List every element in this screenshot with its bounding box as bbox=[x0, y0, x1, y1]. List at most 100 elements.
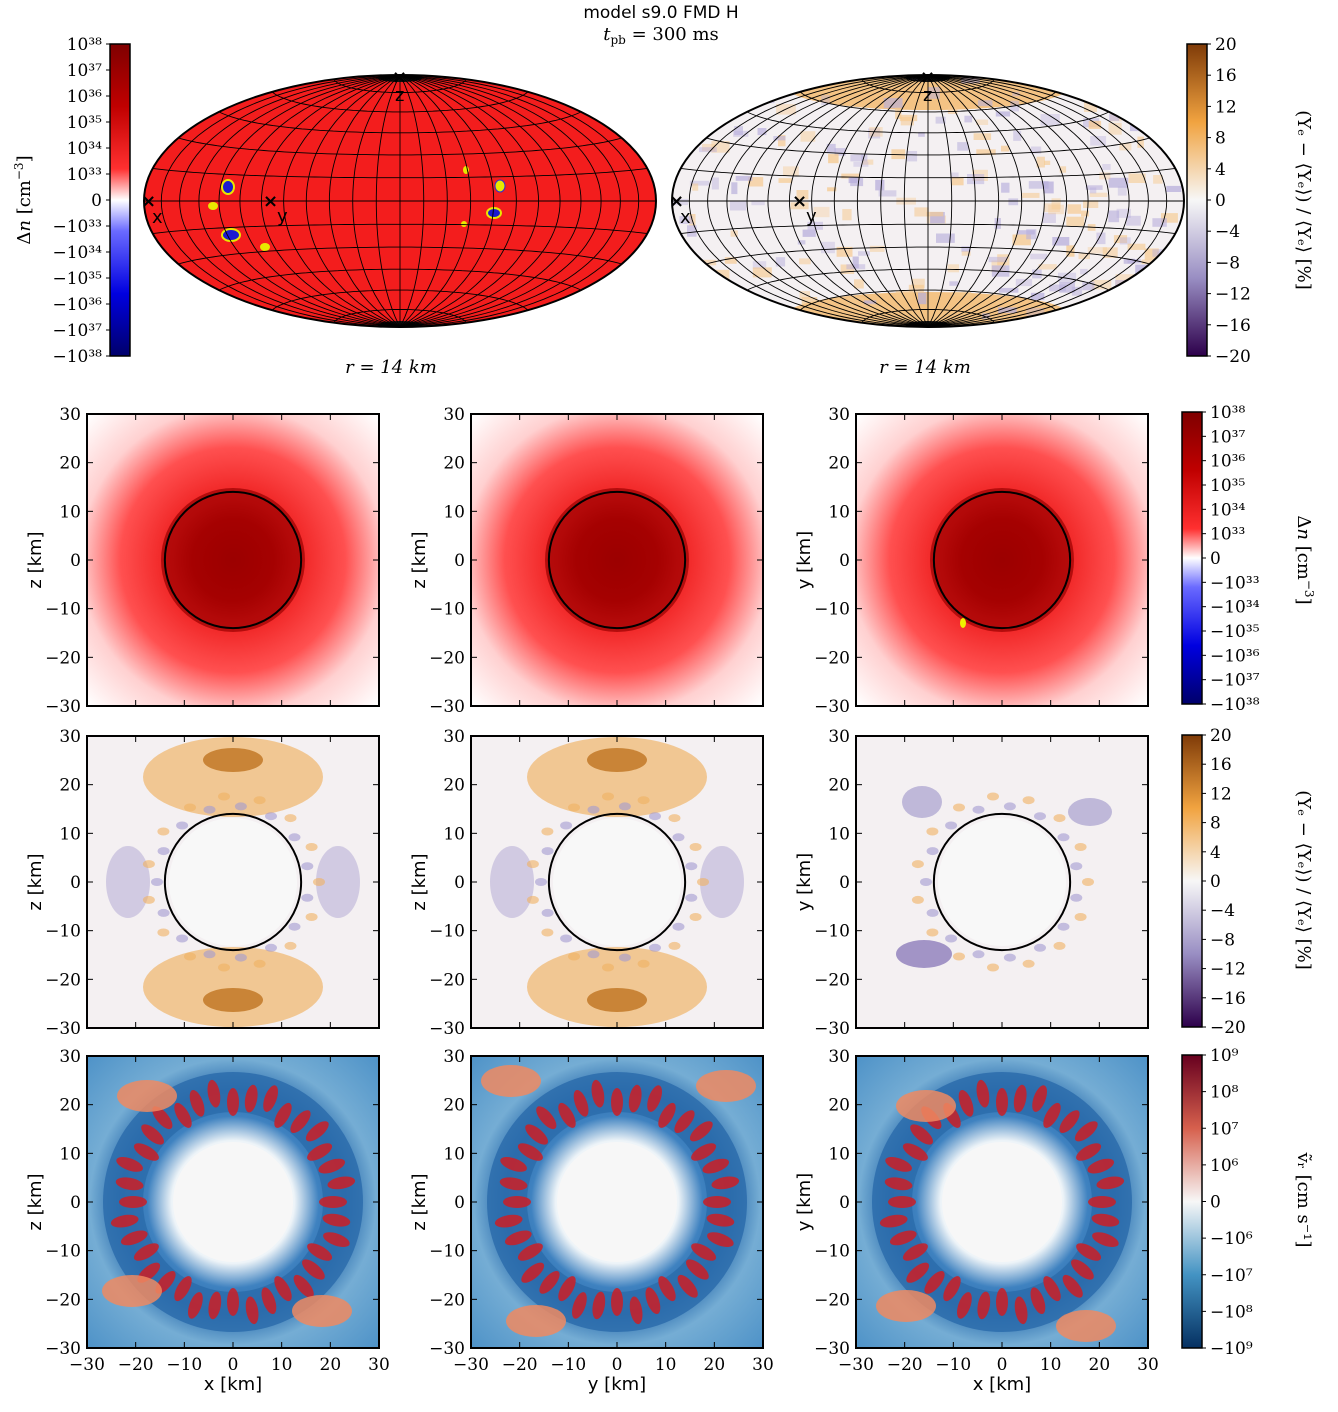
colorbar-tick-label: −4 bbox=[1215, 222, 1240, 242]
graticule-meridian bbox=[789, 74, 929, 328]
colorbar-tick-label: −16 bbox=[1210, 989, 1246, 1009]
colorbar-tick-label: 10⁹ bbox=[1210, 1046, 1239, 1066]
colorbar-dn-row-label: Δn [cm−3] bbox=[1293, 515, 1316, 604]
vr-plume bbox=[592, 1291, 606, 1320]
ye-mottle-patch bbox=[914, 207, 929, 217]
ye-mottle-patch bbox=[1001, 182, 1010, 193]
ye-finger bbox=[602, 963, 614, 972]
colorbar-tick-label: −4 bbox=[1210, 901, 1235, 921]
vr-plume bbox=[924, 1271, 945, 1294]
colorbar-tick-label: 0 bbox=[1215, 191, 1226, 211]
vr-plume bbox=[116, 1157, 143, 1172]
ye-mottle-patch bbox=[1092, 316, 1099, 323]
graticule-meridian bbox=[305, 74, 401, 328]
ye-finger bbox=[1034, 812, 1046, 821]
ye-mottle-patch bbox=[1121, 104, 1141, 109]
ye-mottle-patch bbox=[1044, 203, 1060, 212]
vr-plume bbox=[293, 1274, 314, 1298]
ye-mottle-patch bbox=[895, 290, 913, 300]
colorbar-tick-label: 10³⁴ bbox=[1210, 500, 1245, 520]
ye-mottle-patch bbox=[1066, 245, 1075, 257]
ye-mottle-patch bbox=[751, 200, 765, 206]
ye-mottle-patch bbox=[895, 107, 902, 119]
ye-mottle-patch bbox=[850, 154, 864, 162]
ye-mottle-patch bbox=[675, 130, 691, 135]
graticule-meridian bbox=[399, 74, 621, 328]
ye-mottle-patch bbox=[1089, 187, 1097, 194]
colorbar-tick-label: 10³⁷ bbox=[67, 61, 102, 81]
colorbar-tick-label: −10³⁶ bbox=[1210, 646, 1260, 666]
ye-mottle-patch bbox=[1071, 286, 1083, 296]
ye-mottle-patch bbox=[1040, 114, 1060, 126]
ye-mottle-patch bbox=[672, 307, 681, 317]
ye-mottle-patch bbox=[1124, 292, 1144, 303]
ye-finger bbox=[1053, 941, 1066, 950]
ye-mottle-patch bbox=[995, 294, 1005, 304]
ye-finger bbox=[1003, 953, 1016, 962]
ye-mottle-patch bbox=[703, 301, 717, 313]
y-tick-label: −30 bbox=[429, 1019, 465, 1039]
y-tick-label: 30 bbox=[828, 1047, 850, 1067]
ye-mottle-patch bbox=[936, 233, 955, 243]
colorbar-tick-label: −20 bbox=[1210, 1018, 1246, 1038]
panel-image bbox=[471, 414, 763, 706]
ye-finger bbox=[1074, 843, 1087, 851]
y-axis-label: y [km] bbox=[794, 1173, 815, 1231]
sphere-map-ye: z x y × × × bbox=[669, 67, 1185, 328]
ye-mottle-patch bbox=[1090, 136, 1107, 146]
ye-mottle-patch bbox=[1166, 185, 1182, 192]
ye-mottle-patch bbox=[883, 98, 903, 109]
pns-circle bbox=[547, 812, 687, 952]
vr-plume bbox=[1088, 1196, 1116, 1208]
ye-mottle-patch bbox=[1152, 218, 1167, 227]
ye-mottle-patch bbox=[1098, 297, 1109, 306]
ye-mottle-patch bbox=[1015, 278, 1033, 287]
ye-finger bbox=[987, 963, 999, 972]
ye-mottle-patch bbox=[1117, 307, 1133, 317]
marker-x-ye: x bbox=[680, 207, 691, 228]
colorbar-tick-label: 10⁶ bbox=[1210, 1156, 1239, 1176]
colorbar-tick-label: 12 bbox=[1210, 784, 1232, 804]
ye-finger bbox=[253, 959, 266, 968]
ye-mottle-patch bbox=[1115, 274, 1135, 286]
vr-plume bbox=[677, 1274, 698, 1298]
x-axis-label: y [km] bbox=[588, 1374, 646, 1395]
x-tick-label: −10 bbox=[550, 1355, 586, 1375]
pns-circle bbox=[163, 812, 303, 952]
ye-mottle-patch bbox=[869, 245, 885, 252]
ye-mottle-patch bbox=[1137, 136, 1144, 148]
colorbar-tick-label: −10⁷ bbox=[1210, 1266, 1253, 1286]
vr-plume bbox=[1043, 1276, 1061, 1302]
ye-mottle-patch bbox=[801, 297, 818, 306]
y-tick-label: −20 bbox=[45, 1290, 81, 1310]
ye-mottle-patch bbox=[1082, 281, 1095, 291]
x-tick-label: 10 bbox=[655, 1355, 677, 1375]
ye-mottle-patch bbox=[949, 281, 959, 286]
ye-mottle-patch bbox=[1052, 237, 1070, 246]
vr-plume bbox=[115, 1177, 144, 1191]
ye-finger bbox=[649, 943, 661, 952]
vr-plume bbox=[274, 1276, 292, 1302]
y-tick-label: 30 bbox=[828, 405, 850, 425]
colorbar-tick-label: 12 bbox=[1215, 97, 1237, 117]
ye-mottle-patch bbox=[1033, 322, 1050, 327]
vr-plume bbox=[884, 1177, 913, 1191]
ye-mottle-patch bbox=[773, 82, 788, 88]
vr-plume bbox=[572, 1292, 587, 1319]
x-tick-label: 20 bbox=[1089, 1355, 1111, 1375]
vr-core bbox=[173, 1142, 293, 1262]
marker-x-dn: x bbox=[152, 207, 163, 228]
vr-plume bbox=[1013, 1084, 1027, 1113]
colorbar-tick-label: −10⁸ bbox=[1210, 1302, 1253, 1322]
colorbar-tick-label: 10³⁴ bbox=[67, 139, 102, 159]
y-tick-label: 10 bbox=[828, 502, 850, 522]
ye-mottle-patch bbox=[1173, 103, 1184, 113]
ye-mottle-patch bbox=[1042, 212, 1056, 223]
y-tick-label: −20 bbox=[45, 970, 81, 990]
ye-core bbox=[169, 818, 297, 946]
ye-mottle-patch bbox=[692, 183, 699, 191]
colorbar-tick-label: −10³³ bbox=[52, 217, 102, 237]
ye-mottle-patch bbox=[1036, 156, 1045, 168]
ye-mottle-patch bbox=[1078, 253, 1090, 260]
ye-mottle-patch bbox=[858, 251, 870, 256]
